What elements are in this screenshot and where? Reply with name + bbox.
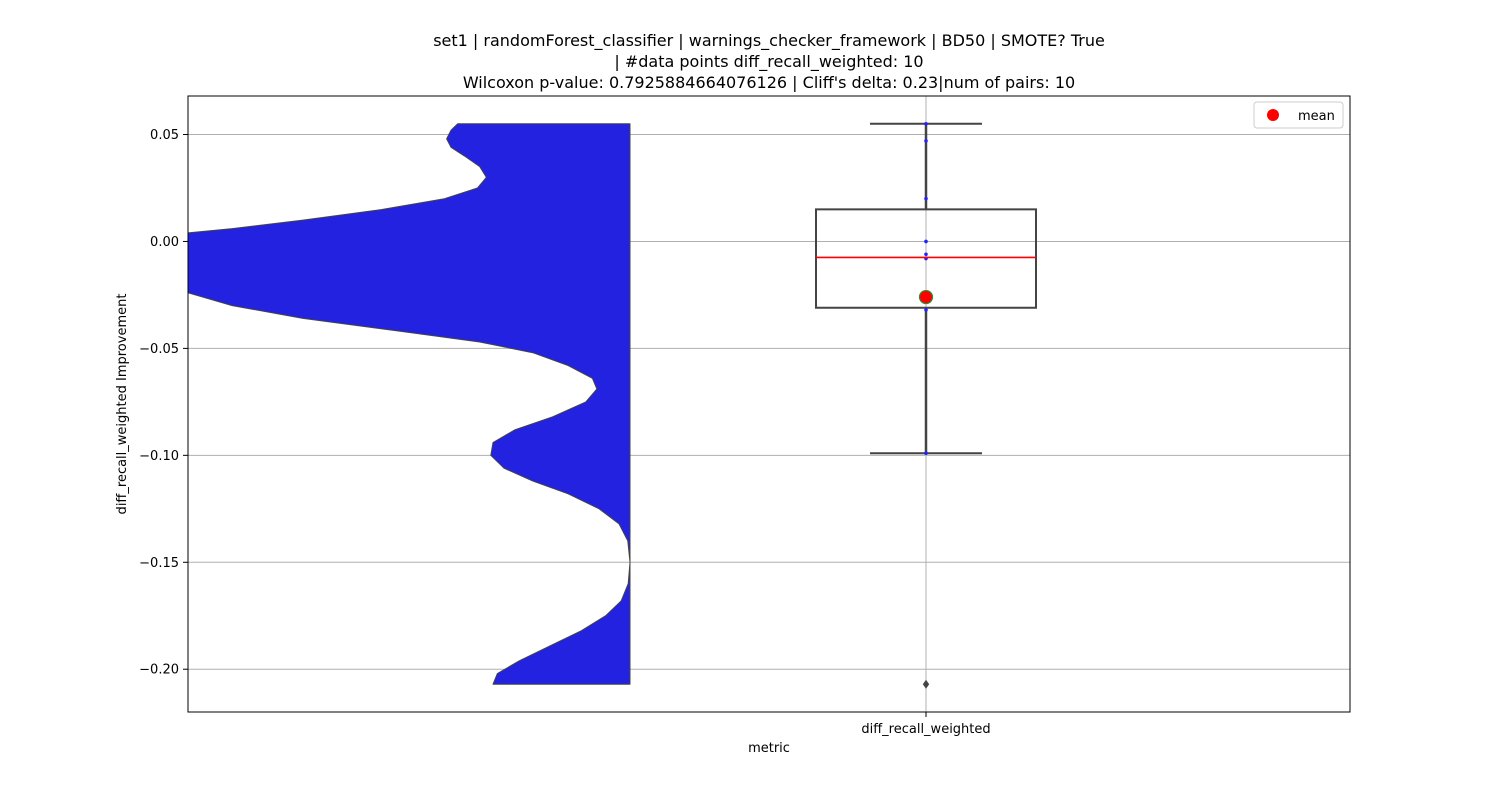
data-point: [924, 252, 928, 257]
data-point: [924, 308, 928, 312]
data-point: [924, 122, 928, 126]
y-tick-label: 0.05: [150, 128, 179, 143]
chart-title-line-3: Wilcoxon p-value: 0.7925884664076126 | C…: [463, 73, 1075, 92]
y-tick-label: −0.15: [139, 556, 179, 571]
y-tick-label: −0.10: [139, 449, 179, 464]
y-axis-label: diff_recall_weighted Improvement: [115, 294, 130, 515]
y-tick-label: 0.00: [150, 235, 179, 250]
points-layer: [816, 122, 1036, 689]
data-point: [924, 139, 928, 143]
iqr-box: [815, 208, 1037, 309]
y-axis: 0.05 0.00 −0.05 −0.10 −0.15 −0.20: [139, 128, 188, 678]
x-axis-label: metric: [748, 741, 790, 756]
legend-box: [1253, 101, 1344, 129]
chart-title-line-1: set1 | randomForest_classifier | warning…: [433, 31, 1105, 51]
box-layer: [815, 122, 1037, 455]
x-tick-label: diff_recall_weighted: [861, 722, 990, 737]
legend: mean: [1253, 101, 1344, 129]
data-point: [924, 239, 928, 244]
legend-label-mean: mean: [1298, 109, 1335, 124]
data-point: [924, 451, 928, 455]
data-point: [924, 196, 928, 201]
violin-shape: [187, 123, 631, 685]
plot-frame: [187, 95, 1351, 713]
grid-layer: [188, 96, 1350, 712]
chart-title-line-2: | #data points diff_recall_weighted: 10: [614, 52, 923, 72]
mean-marker: [918, 289, 934, 305]
y-tick-label: −0.20: [139, 663, 179, 678]
y-tick-label: −0.05: [139, 342, 179, 357]
violin-layer: [187, 123, 631, 685]
outlier-marker: [922, 679, 930, 689]
x-axis: diff_recall_weighted: [861, 712, 991, 737]
legend-marker-mean: [1267, 109, 1279, 121]
